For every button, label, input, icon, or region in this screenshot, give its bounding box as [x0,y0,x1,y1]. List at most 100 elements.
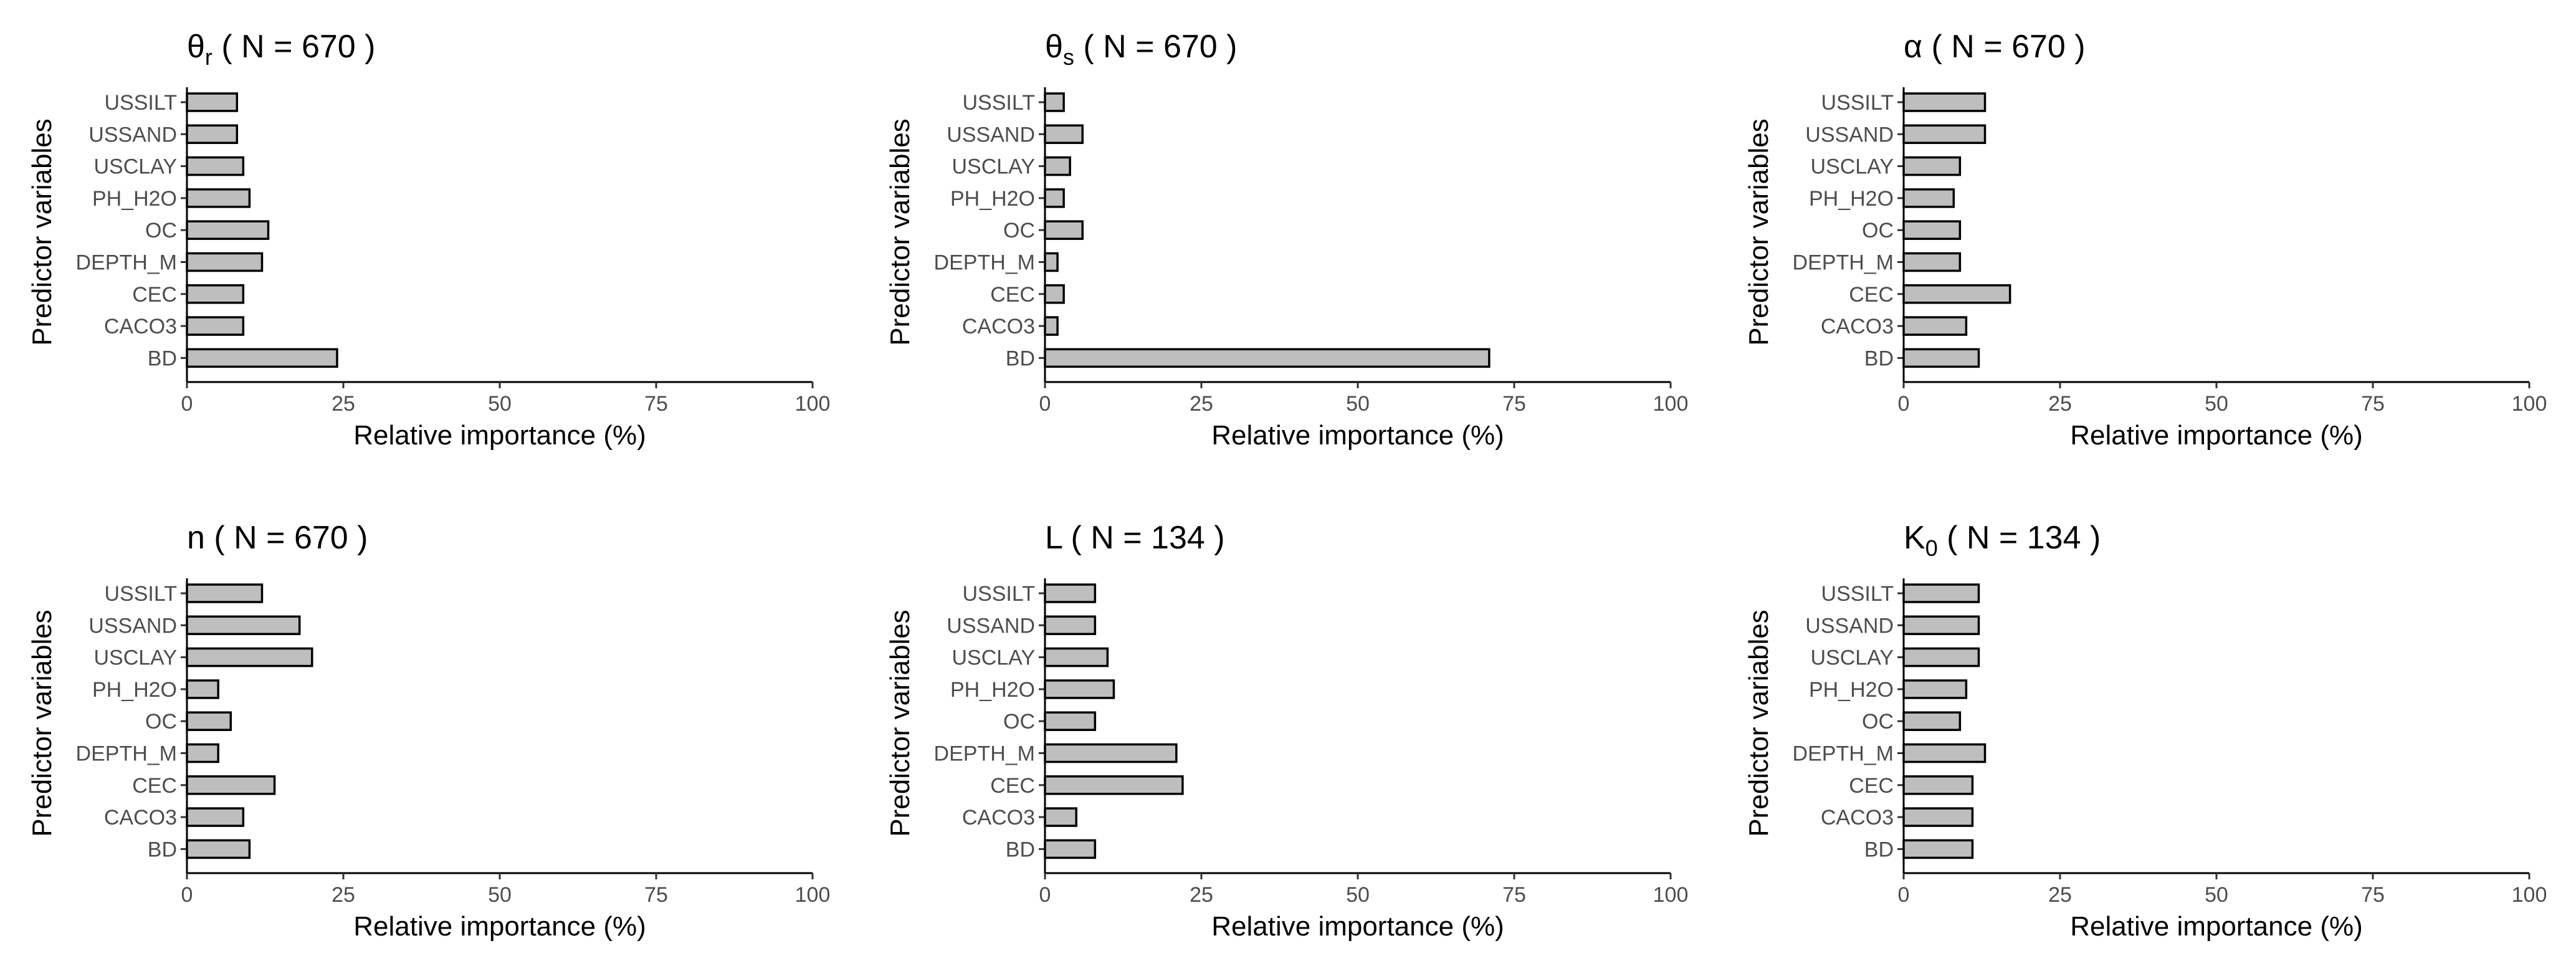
x-tick-label: 100 [1653,392,1689,416]
bar-usclay [1044,156,1071,176]
bar-bd [1044,348,1491,368]
bar-oc [1044,220,1084,240]
bar-ussilt [1044,583,1097,603]
bar-ph-h2o [186,679,219,699]
panel-title-symbol: n [187,520,205,556]
panel-title: θr ( N = 670 ) [187,29,375,70]
y-tick-label-caco3: CACO3 [962,806,1035,830]
x-tick-label: 100 [795,392,831,416]
panel-title-symbol: θ [1045,29,1063,65]
y-tick-label-depth-m: DEPTH_M [76,742,177,766]
x-tick-label: 75 [1502,392,1526,416]
panel-title-subscript: r [205,44,212,70]
x-tick-label: 100 [2512,392,2547,416]
bar-ussand [1902,615,1980,636]
panel-title-rest: ( N = 670 ) [1074,29,1238,65]
y-tick-label-caco3: CACO3 [1821,315,1894,338]
bar-usclay [186,156,245,176]
y-tick-label-oc: OC [1003,219,1035,242]
y-tick-label-ph-h2o: PH_H2O [950,678,1035,702]
y-tick-label-ussand: USSAND [88,123,177,146]
y-tick-label-ussilt: USSILT [104,582,177,606]
x-tick-label: 25 [2048,392,2072,416]
chart-panel-1: θr ( N = 670 ) USSILT USSAND USCLAY PH_H2O OC… [27,29,830,451]
x-tick-label: 0 [1039,883,1051,907]
y-tick-label-cec: CEC [990,774,1035,798]
bar-caco3 [186,316,245,336]
bar-ussand [1044,615,1097,636]
bar-cec [1044,775,1184,795]
y-tick-label-ph-h2o: PH_H2O [92,678,177,702]
panel-title-rest: ( N = 134 ) [1938,520,2101,556]
bar-oc [1902,220,1962,240]
panel-title: α ( N = 670 ) [1904,29,2086,65]
bar-bd [1902,348,1980,368]
panel-title-subscript: 0 [1925,535,1938,561]
bar-ussand [1044,124,1084,145]
y-tick-label-ussilt: USSILT [104,91,177,115]
bar-ussand [186,124,239,145]
y-tick-label-cec: CEC [1849,774,1894,798]
y-tick-label-depth-m: DEPTH_M [1793,251,1894,275]
y-tick-label-caco3: CACO3 [104,806,177,830]
bar-ph-h2o [1902,188,1955,208]
x-tick-label: 75 [2361,392,2385,416]
bar-bd [186,348,338,368]
panel-title: n ( N = 670 ) [187,520,368,556]
y-tick-label-caco3: CACO3 [104,315,177,338]
bar-cec [1902,775,1974,795]
y-tick-label-oc: OC [145,710,177,734]
bar-cec [186,284,245,304]
y-tick-label-ph-h2o: PH_H2O [92,187,177,211]
x-tick-label: 0 [1898,883,1910,907]
bar-cec [1902,284,2011,304]
y-tick-label-usclay: USCLAY [952,646,1035,670]
bar-caco3 [1902,316,1968,336]
bar-oc [186,711,232,731]
bar-depth-m [1044,252,1059,272]
bar-cec [186,775,276,795]
bar-usclay [1902,647,1980,667]
bar-depth-m [186,743,219,763]
bar-caco3 [1044,807,1077,827]
bar-ph-h2o [1044,679,1115,699]
bar-usclay [1902,156,1962,176]
x-tick-label: 25 [1190,392,1213,416]
bar-usclay [1044,647,1109,667]
y-axis-title: Predictor variables [27,610,57,836]
y-tick-label-ussand: USSAND [1805,614,1894,638]
y-tick-label-depth-m: DEPTH_M [934,251,1035,275]
x-tick-label: 25 [332,392,355,416]
panel-title-rest: ( N = 670 ) [212,29,376,65]
y-tick-label-oc: OC [1862,219,1894,242]
bar-ph-h2o [1902,679,1968,699]
chart-panel-4: n ( N = 670 ) USSILT USSAND USCLAY PH_H2O OC D… [27,520,830,942]
x-tick-label: 50 [488,392,512,416]
x-tick-label: 100 [1653,883,1689,907]
y-tick-label-caco3: CACO3 [962,315,1035,338]
panel-title-rest: ( N = 134 ) [1062,520,1225,556]
panel-title-symbol: θ [187,29,205,65]
y-tick-label-caco3: CACO3 [1821,806,1894,830]
y-tick-label-usclay: USCLAY [93,155,177,179]
bar-bd [1902,839,1974,859]
x-tick-label: 50 [2205,392,2228,416]
y-axis-title: Predictor variables [885,118,915,345]
x-tick-label: 75 [2361,883,2385,907]
panel-title: L ( N = 134 ) [1045,520,1225,556]
y-tick-label-ussilt: USSILT [1821,582,1894,606]
y-tick-label-bd: BD [1006,347,1035,370]
y-axis-title: Predictor variables [1744,610,1774,836]
x-tick-label: 100 [2512,883,2547,907]
x-tick-label: 25 [332,883,355,907]
y-tick-label-ussand: USSAND [88,614,177,638]
chart-panel-3: α ( N = 670 ) USSILT USSAND USCLAY PH_H2O OC D… [1744,29,2547,451]
chart-panel-2: θs ( N = 670 ) USSILT USSAND USCLAY PH_H2O OC… [885,29,1688,451]
x-axis-title: Relative importance (%) [1211,911,1504,942]
x-tick-label: 75 [644,883,668,907]
x-axis-title: Relative importance (%) [353,911,646,942]
bar-ussilt [186,92,239,112]
x-axis-title: Relative importance (%) [2070,420,2363,451]
x-tick-label: 50 [488,883,512,907]
